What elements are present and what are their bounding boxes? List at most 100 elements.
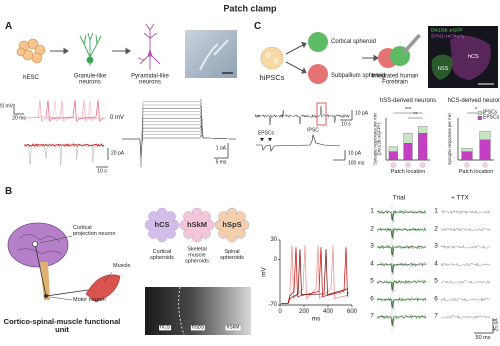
microscopy-image bbox=[185, 30, 237, 78]
bar-segment bbox=[388, 146, 398, 152]
trial-mean bbox=[376, 298, 427, 308]
cell-label: Pyramidal-like neurons bbox=[131, 73, 169, 86]
spheroid bbox=[151, 214, 173, 236]
y-tick-label: 0 bbox=[273, 256, 277, 263]
row-label: 5 bbox=[434, 277, 438, 285]
column-label: Trial bbox=[392, 194, 406, 202]
cell-label: hiPSCs bbox=[259, 73, 285, 83]
trial-trace bbox=[376, 279, 427, 293]
spheroid bbox=[221, 214, 243, 236]
bar-segment bbox=[479, 131, 491, 140]
scale-label: 1 nA bbox=[215, 145, 226, 152]
y-tick-label: 30 bbox=[270, 236, 277, 243]
pipette bbox=[402, 34, 421, 54]
row-label: 3 bbox=[370, 242, 374, 250]
ttx-trace bbox=[440, 209, 491, 215]
scale-label: 5 ms bbox=[215, 159, 227, 166]
trial-trace bbox=[377, 297, 427, 310]
row-label: 7 bbox=[434, 312, 438, 320]
current-step-trace bbox=[122, 118, 237, 159]
current-step-trace bbox=[122, 98, 237, 168]
x-tick-label: 200 bbox=[298, 308, 310, 315]
image-label: Dlx1/2b::eGFP bbox=[431, 28, 463, 34]
row-label: 1 bbox=[370, 207, 374, 215]
bar-segment bbox=[388, 151, 398, 161]
cortical-spheroid bbox=[308, 32, 328, 52]
significance-label: *** bbox=[404, 107, 412, 114]
spheroid-label: Cortical spheroid bbox=[331, 38, 377, 45]
voltage-trace bbox=[23, 99, 107, 122]
pyramidal-neuron bbox=[137, 23, 161, 70]
bar-segment bbox=[418, 132, 428, 161]
legend-swatch bbox=[477, 116, 482, 120]
event-label: IPSC bbox=[307, 127, 319, 134]
current-trace bbox=[24, 143, 105, 147]
zoom-box bbox=[316, 102, 327, 126]
scale-label: 20 mV bbox=[0, 103, 13, 110]
legend-label: IPSCs bbox=[483, 109, 498, 116]
x-axis-label: ms bbox=[311, 315, 321, 323]
x-tick-label: 0 bbox=[278, 308, 282, 315]
row-label: 6 bbox=[434, 295, 438, 303]
granule-neuron bbox=[79, 32, 102, 66]
ap-trace bbox=[281, 245, 349, 305]
y-tick-label: -70 bbox=[268, 301, 277, 308]
bar-segment bbox=[418, 126, 428, 134]
current-step-trace bbox=[122, 115, 237, 160]
spheroid-label: Subpallium spheroid bbox=[331, 72, 386, 79]
image-texture bbox=[199, 39, 229, 71]
ttx-trace bbox=[440, 262, 491, 267]
trial-mean bbox=[376, 211, 427, 221]
legend-label: EPSCs bbox=[483, 114, 500, 121]
diagram-label: Motor neuron bbox=[73, 297, 106, 304]
trial-mean bbox=[376, 246, 427, 256]
trace-label: 0 mV bbox=[110, 114, 125, 121]
subpallium-spheroid bbox=[308, 64, 328, 84]
diagram-label: Cortical projection neuron bbox=[73, 225, 116, 237]
image-label: hSpS bbox=[190, 324, 206, 331]
hipsc-cell bbox=[273, 58, 279, 64]
x-tick-label: 600 bbox=[346, 308, 358, 315]
patch-icon bbox=[464, 162, 470, 168]
bar-segment bbox=[403, 143, 413, 161]
event-label: EPSCs bbox=[257, 130, 275, 137]
y-axis-label: Synaptic responses per min bbox=[446, 113, 452, 165]
panel-label: A bbox=[5, 20, 13, 32]
legend-swatch bbox=[477, 111, 482, 115]
ttx-trace bbox=[440, 314, 491, 320]
bar-segment bbox=[461, 148, 473, 152]
x-axis-label: Patch location bbox=[390, 169, 426, 176]
trial-trace bbox=[376, 314, 427, 328]
spheroid-abbr: hCS bbox=[154, 220, 170, 230]
current-trace bbox=[254, 105, 350, 126]
chart-title: hSS-derived neurons bbox=[379, 97, 437, 104]
image-label: hSkM bbox=[225, 324, 241, 331]
row-label: 6 bbox=[370, 295, 374, 303]
scale-label: 25 pA bbox=[493, 318, 500, 332]
ap-trace bbox=[281, 247, 349, 305]
bar-segment bbox=[403, 132, 413, 144]
row-label: 2 bbox=[434, 225, 438, 233]
spheroid-abbr: hSpS bbox=[222, 220, 242, 230]
significance-label: * bbox=[474, 107, 478, 114]
image-label: SYN1::mCherry bbox=[431, 34, 465, 40]
bar-segment bbox=[461, 151, 473, 161]
trial-mean bbox=[376, 228, 427, 238]
image-boundary bbox=[178, 286, 185, 336]
row-label: 7 bbox=[370, 312, 374, 320]
unit-title: Cortico-spinal-muscle functional unit bbox=[3, 317, 121, 334]
scale-label: 10 pA bbox=[355, 110, 369, 117]
image-region bbox=[450, 36, 491, 80]
image-region bbox=[431, 54, 453, 80]
trial-trace bbox=[376, 244, 427, 258]
y-axis-label: Synaptic responses per min (Dlx1/2b::eGF… bbox=[372, 113, 382, 165]
panel-label: B bbox=[5, 185, 13, 197]
spheroid bbox=[186, 214, 208, 236]
plot-layer bbox=[13, 98, 494, 334]
spheroid-abbr: hSkM bbox=[186, 220, 208, 230]
current-step-trace bbox=[122, 108, 237, 163]
trial-trace bbox=[376, 261, 427, 275]
significance-label: ** bbox=[413, 112, 418, 119]
event-marker bbox=[260, 138, 272, 142]
